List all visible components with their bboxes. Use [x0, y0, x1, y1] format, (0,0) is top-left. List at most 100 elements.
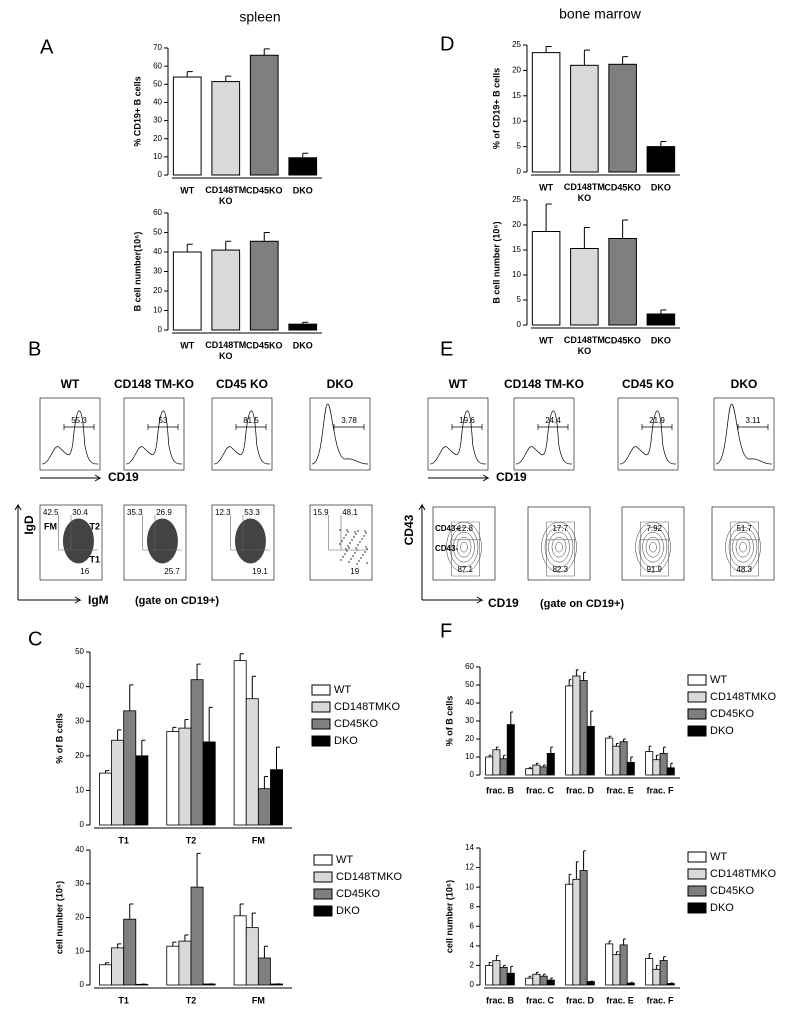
legend-label: CD45KO	[710, 885, 754, 897]
error-bar	[510, 965, 513, 974]
y-tick-label: 12	[465, 863, 474, 872]
histogram-curve	[429, 410, 487, 465]
gate-value: 35.3	[127, 508, 143, 517]
error-bar	[251, 675, 256, 699]
contour-ring	[460, 541, 468, 553]
bar	[525, 768, 534, 776]
dot-plot-frame	[309, 504, 373, 581]
y-tick-label: 60	[153, 61, 162, 70]
dot	[345, 548, 347, 550]
x-tick-label: CD45KO	[604, 335, 641, 345]
legend-swatch	[311, 718, 331, 730]
contour-ring	[728, 526, 758, 568]
contour-ring	[642, 531, 664, 563]
x-tick-label: frac. F	[646, 995, 674, 1005]
bar	[123, 710, 137, 826]
y-tick-label: 10	[153, 306, 162, 315]
dot	[347, 531, 349, 533]
bar	[532, 973, 541, 986]
gate-label: CD43-	[435, 544, 458, 553]
y-tick-label: 20	[75, 913, 84, 922]
bar	[492, 960, 501, 986]
error-bar	[495, 955, 499, 961]
x-tick-label: CD148TM KO	[564, 335, 605, 356]
legend-label: WT	[710, 851, 727, 863]
contour-frame	[527, 506, 591, 581]
gate-value: 53	[159, 416, 168, 425]
axis-arrow	[418, 503, 484, 604]
gate-value: 17.7	[552, 524, 568, 533]
dot	[346, 529, 348, 531]
y-tick-label: 25	[512, 40, 521, 49]
bar	[612, 745, 621, 776]
y-tick-label: 30	[75, 879, 84, 888]
histogram-curve	[213, 410, 271, 465]
gate-value: 19.1	[252, 567, 268, 576]
gate-value: 12.8	[457, 524, 473, 533]
y-tick-label: 20	[153, 134, 162, 143]
y-tick-label: 50	[153, 79, 162, 88]
dot	[342, 556, 344, 558]
histogram-gate	[737, 424, 769, 430]
bar	[211, 249, 241, 331]
y-tick-label: 0	[470, 980, 475, 989]
error-bar	[510, 711, 513, 725]
dot-cloud	[234, 518, 266, 564]
axis-arrow	[428, 474, 490, 482]
y-tick-label: 50	[75, 647, 84, 656]
dot	[364, 551, 366, 553]
error-bar	[129, 684, 134, 711]
histogram-gate	[451, 424, 483, 430]
legend-label: DKO	[710, 902, 734, 914]
axis-label: IgM	[88, 593, 109, 607]
bar	[135, 983, 149, 986]
gate-value: 30.4	[72, 508, 88, 517]
bar	[608, 63, 637, 173]
bar	[539, 975, 548, 986]
gate-label: T2	[89, 521, 100, 531]
bar	[135, 755, 149, 826]
bar	[190, 679, 204, 826]
bar	[646, 313, 676, 326]
histogram-frame	[617, 397, 679, 471]
column-header: DKO	[731, 377, 758, 391]
dot	[339, 529, 341, 531]
legend-label: DKO	[336, 905, 360, 917]
histogram-frame	[309, 397, 371, 471]
y-tick-label: 14	[465, 843, 474, 852]
bar	[211, 81, 241, 176]
y-tick-label: 10	[512, 270, 521, 279]
error-bar	[630, 756, 633, 763]
error-bar	[655, 754, 659, 760]
error-bar	[251, 912, 256, 928]
bar	[546, 979, 555, 986]
bar	[245, 927, 259, 986]
error-bar	[663, 956, 666, 961]
y-tick-label: 20	[512, 66, 521, 75]
histogram-gate	[63, 424, 95, 430]
legend-label: CD45KO	[710, 708, 754, 720]
legend-label: CD148TMKO	[334, 701, 400, 713]
bar	[270, 983, 283, 986]
dot	[355, 533, 357, 535]
bar	[546, 753, 555, 776]
axis-label: CD19	[488, 596, 519, 610]
dot-plot-frame	[211, 504, 275, 581]
contour-ring	[638, 526, 668, 568]
error-bar	[608, 940, 612, 944]
bar	[202, 741, 216, 826]
legend-swatch	[687, 691, 707, 703]
y-tick-label: 0	[470, 770, 475, 779]
error-bar	[263, 48, 270, 56]
contour-frame	[432, 506, 496, 581]
contour-ring	[645, 536, 661, 558]
bar	[626, 982, 635, 986]
dot	[340, 559, 342, 561]
bar	[190, 886, 204, 986]
x-tick-label: CD148TM KO	[205, 340, 246, 361]
bar	[249, 240, 279, 331]
x-tick-label: WT	[180, 340, 194, 350]
x-tick-label: frac. C	[526, 995, 555, 1005]
bar	[579, 680, 588, 776]
y-tick-label: 15	[512, 91, 521, 100]
